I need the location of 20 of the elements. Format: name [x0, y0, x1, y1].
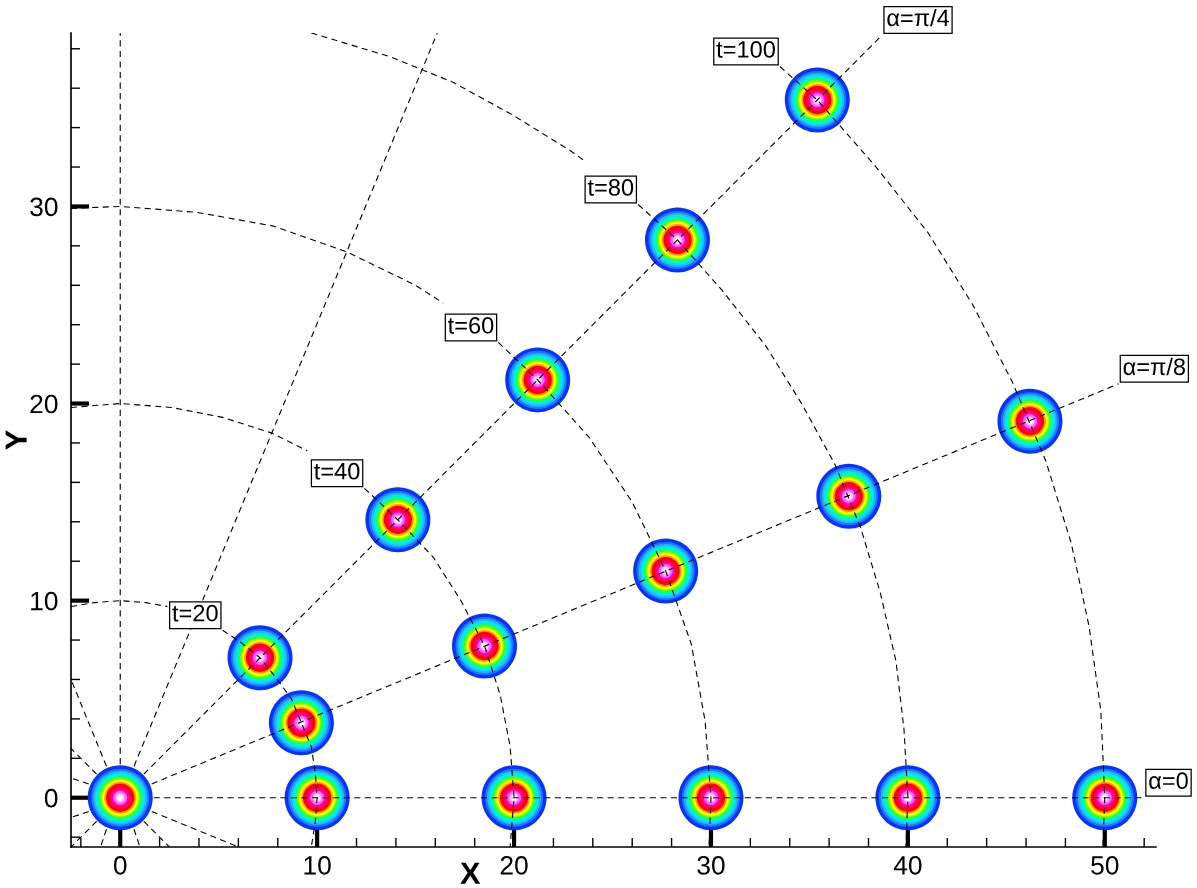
- x-tick-label: 0: [113, 856, 127, 875]
- annotation: α=0: [1149, 772, 1188, 790]
- x-tick-label: 30: [697, 856, 725, 875]
- x-tick-label: 50: [1091, 856, 1119, 875]
- x-axis-title: X: [460, 862, 481, 884]
- y-tick-label: 20: [30, 394, 58, 414]
- annotation: t=80: [587, 179, 634, 196]
- annotation: t=60: [448, 317, 494, 334]
- y-axis-title: Y: [5, 430, 27, 450]
- y-tick-label: 10: [31, 591, 58, 611]
- x-tick-label: 20: [500, 856, 528, 875]
- annotation: t=40: [314, 462, 360, 480]
- y-tick-label: 30: [30, 197, 58, 217]
- y-tick-label: 0: [44, 788, 58, 808]
- annotation: α=π/4: [887, 8, 950, 27]
- x-tick-label: 10: [304, 856, 331, 875]
- annotation: t=100: [716, 41, 775, 58]
- annotation: t=20: [172, 604, 218, 622]
- annotation: α=π/8: [1123, 357, 1186, 376]
- x-tick-label: 40: [893, 856, 922, 875]
